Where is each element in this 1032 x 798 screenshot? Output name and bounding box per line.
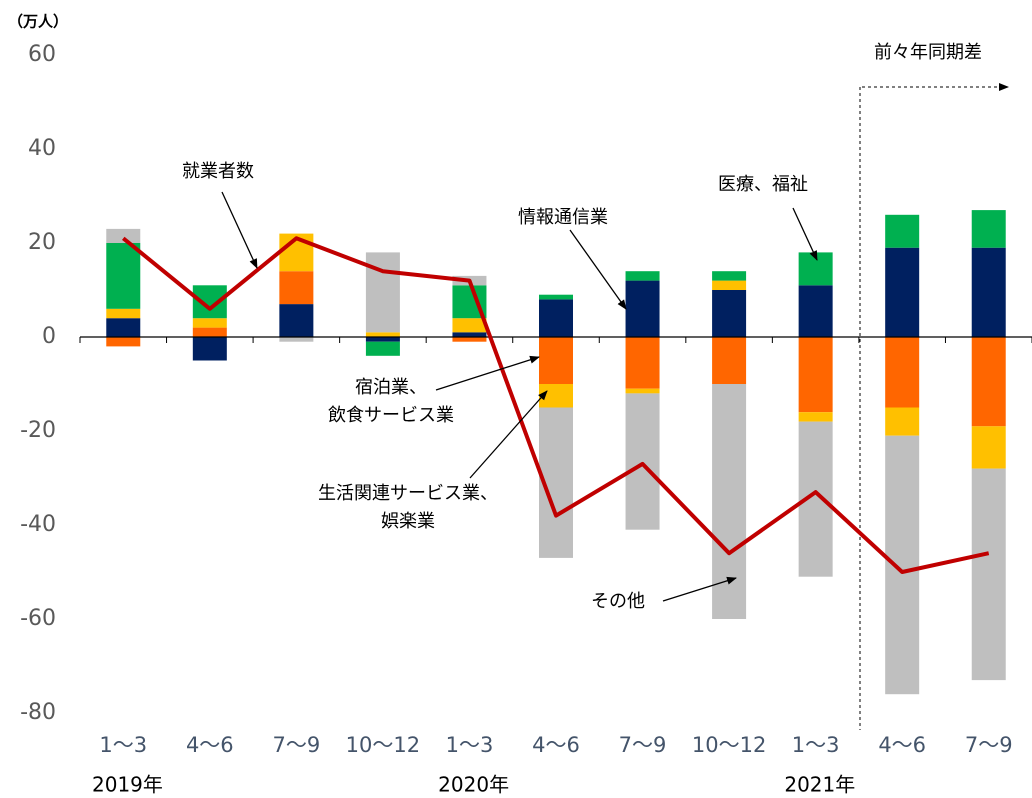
bar-segment xyxy=(885,214,920,248)
x-tick-label: 4～6 xyxy=(878,733,926,757)
bar-segment xyxy=(798,285,833,337)
bar-segment xyxy=(365,332,400,337)
bar-segment xyxy=(971,426,1006,469)
x-group-label: 2019年 xyxy=(92,773,163,797)
y-tick-label: -20 xyxy=(20,418,56,443)
bar-segment xyxy=(885,435,920,695)
x-tick-label: 1～3 xyxy=(446,733,494,757)
bar-segment xyxy=(106,337,141,347)
x-tick-label: 10～12 xyxy=(692,733,766,757)
x-tick-label: 7～9 xyxy=(272,733,320,757)
y-tick-label: 20 xyxy=(28,230,56,255)
bar-segment xyxy=(279,337,314,342)
bar-segment xyxy=(971,337,1006,427)
bar-segment xyxy=(365,337,400,342)
bar-segment xyxy=(106,228,141,243)
y-tick-label: 60 xyxy=(28,42,56,67)
bar-segment xyxy=(106,308,141,319)
bar-segment xyxy=(885,247,920,337)
bar-segment xyxy=(279,271,314,305)
bar-segment xyxy=(712,271,747,281)
bar-segment xyxy=(539,337,573,384)
bar-segment xyxy=(192,318,227,328)
bar-segment xyxy=(539,384,573,408)
series-label: 生活関連サービス業、 娯楽業 xyxy=(318,483,498,532)
bar-segment xyxy=(625,280,660,337)
bar-segment xyxy=(712,290,747,337)
bar-segment xyxy=(106,243,141,309)
bar-segment xyxy=(452,337,487,342)
bar-segment xyxy=(452,332,487,337)
bar-segment xyxy=(279,304,314,337)
bar-segment xyxy=(539,299,573,337)
x-tick-label: 7～9 xyxy=(619,733,667,757)
bar-segment xyxy=(798,337,833,413)
x-group-label: 2020年 xyxy=(438,773,509,797)
y-tick-label: 40 xyxy=(28,136,56,161)
bar-segment xyxy=(971,468,1006,681)
line-series xyxy=(122,236,990,574)
y-tick-label: -40 xyxy=(20,512,56,537)
bar-segment xyxy=(971,247,1006,337)
bar-segment xyxy=(885,337,920,408)
bar-segment xyxy=(712,337,747,384)
bar-segment xyxy=(625,393,660,530)
x-group-label: 2021年 xyxy=(784,773,855,797)
bar-segment xyxy=(539,294,573,300)
series-label: 宿泊業、 飲食サービス業 xyxy=(328,377,454,426)
x-tick-label: 10～12 xyxy=(346,733,420,757)
bar-segment xyxy=(798,412,833,422)
bar-segment xyxy=(971,210,1006,248)
bar-segment xyxy=(452,318,487,333)
series-label: その他 xyxy=(591,591,645,612)
bar-segment xyxy=(192,337,227,361)
y-tick-label: 0 xyxy=(42,324,56,349)
series-label: 就業者数 xyxy=(182,161,254,182)
bar-segment xyxy=(625,271,660,281)
x-tick-label: 7～9 xyxy=(965,733,1013,757)
bar-segment xyxy=(365,341,400,356)
series-label: 情報通信業 xyxy=(518,207,608,228)
annotation: 前々年同期差 xyxy=(874,42,982,63)
bar-segment xyxy=(192,285,227,319)
y-axis-label: （万人） xyxy=(8,13,68,31)
bar-segment xyxy=(625,337,660,389)
bar-segment xyxy=(625,388,660,394)
bar-segment xyxy=(192,327,227,337)
y-tick-label: -80 xyxy=(20,700,56,725)
bar-segment xyxy=(365,252,400,333)
x-tick-label: 1～3 xyxy=(792,733,840,757)
callout-arrows xyxy=(221,191,818,602)
y-tick-label: -60 xyxy=(20,606,56,631)
bar-segment xyxy=(712,280,747,290)
x-tick-label: 1～3 xyxy=(99,733,147,757)
x-tick-label: 4～6 xyxy=(532,733,580,757)
x-tick-label: 4～6 xyxy=(186,733,234,757)
series-label: 医療、福祉 xyxy=(718,174,808,195)
bar-segment xyxy=(885,407,920,436)
bar-segment xyxy=(106,318,141,337)
